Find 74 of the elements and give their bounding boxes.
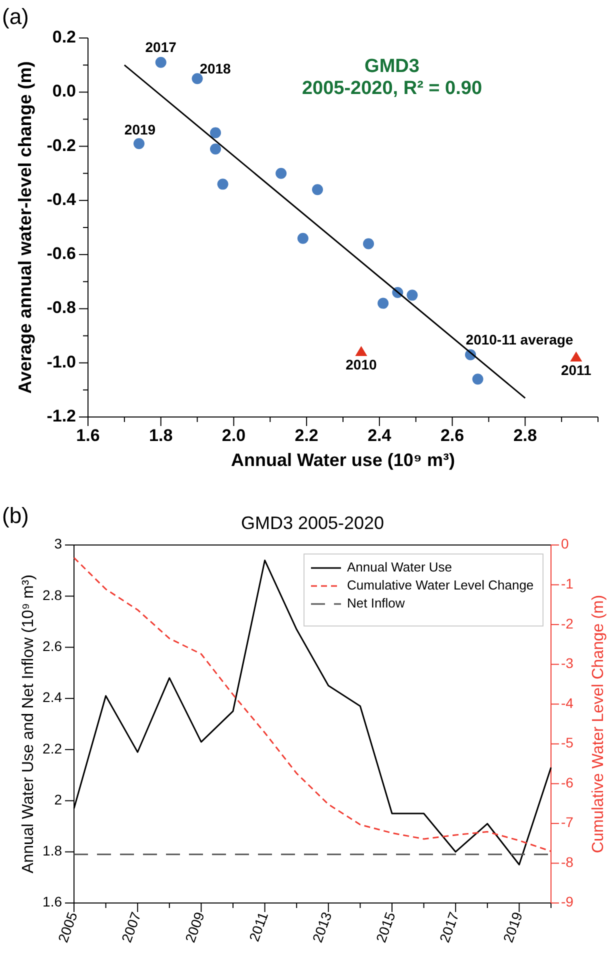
text: (a) [2, 4, 29, 29]
annotation: 2005-2020, R² = 0.90 [302, 78, 482, 99]
point [210, 143, 221, 154]
point [276, 168, 287, 179]
point [210, 127, 221, 138]
legend-label: Annual Water Use [347, 559, 452, 574]
point [355, 346, 368, 356]
x-tick-label: 2015 [372, 910, 398, 945]
point [363, 238, 374, 250]
y-tick-label: 1.8 [42, 842, 62, 859]
y-axis-title: Annual Water Use and Net Inflow (10⁹ m³) [20, 574, 38, 874]
y-tick-label: 2.4 [42, 689, 62, 706]
x-axis-title: Annual Water use (10⁹ m³) [231, 450, 455, 470]
chart-title: GMD3 2005-2020 [240, 513, 384, 533]
y2-tick-label: -7 [561, 814, 574, 830]
y2-tick-label: -1 [561, 575, 574, 592]
point [134, 138, 144, 150]
y-tick-label: -0.4 [46, 190, 77, 209]
y-tick-label: 3 [54, 536, 62, 552]
y-tick-label: 1.6 [42, 894, 62, 910]
y2-tick-label: 0 [561, 536, 569, 552]
x-tick-label: 2013 [309, 910, 335, 945]
x-tick-label: 2.2 [294, 426, 318, 445]
x-tick-label: 2.0 [222, 426, 246, 445]
annotation: 2017 [145, 39, 177, 56]
y-tick-label: -0.6 [46, 244, 76, 264]
y-tick-label: 0.2 [52, 27, 76, 46]
x-tick-label: 2.6 [440, 426, 464, 445]
point [378, 298, 389, 309]
y-tick-label: 2.8 [42, 586, 62, 603]
y-axis-title: Average annual water-level change (m) [14, 61, 35, 394]
x-tick-label: 2007 [118, 910, 144, 945]
point [217, 178, 228, 190]
y2-axis-title: Cumulative Water Level Change (m) [590, 594, 608, 854]
annotation: 2010-11 average [466, 331, 574, 348]
y-tick-label: 0.0 [52, 82, 76, 101]
point [406, 290, 418, 301]
point [472, 374, 484, 385]
x-tick-label: 1.6 [76, 426, 100, 445]
annotation: 2018 [200, 60, 232, 76]
y-tick-label: -0.2 [46, 136, 76, 155]
annotation: 2010 [346, 356, 377, 373]
y2-tick-label: -8 [561, 854, 574, 870]
point [570, 351, 582, 362]
text: (b) [2, 503, 29, 528]
y-tick-label: -1.0 [46, 352, 76, 372]
point [192, 73, 203, 84]
x-tick-label: 2.4 [368, 426, 392, 445]
annotation: GMD3 [364, 56, 420, 77]
y2-tick-label: -6 [561, 774, 574, 790]
x-tick-label: 1.8 [149, 426, 173, 445]
x-tick-label: 2005 [54, 910, 80, 945]
y-tick-label: -1.2 [46, 406, 76, 426]
x-tick-label: 2017 [436, 910, 462, 945]
y-tick-label: 2 [54, 791, 62, 808]
y2-tick-label: -3 [561, 655, 574, 672]
y2-tick-label: -2 [561, 615, 574, 632]
x-tick-label: 2019 [500, 910, 526, 945]
legend-label: Net Inflow [347, 595, 406, 610]
point [312, 184, 323, 196]
legend-label: Cumulative Water Level Change [347, 577, 534, 592]
x-tick-label: 2.8 [513, 426, 537, 445]
x-tick-label: 2009 [182, 910, 208, 945]
point [297, 232, 308, 244]
point [155, 56, 166, 68]
y-tick-label: 2.2 [42, 740, 62, 756]
y2-tick-label: -5 [561, 734, 574, 751]
y2-tick-label: -4 [561, 694, 574, 711]
y2-tick-label: -9 [561, 894, 574, 910]
x-tick-label: 2011 [246, 910, 272, 944]
annotation: 2019 [124, 121, 156, 138]
y-tick-label: 2.6 [42, 638, 62, 654]
annotation: 2011 [560, 362, 592, 378]
y-tick-label: -0.8 [46, 298, 76, 318]
